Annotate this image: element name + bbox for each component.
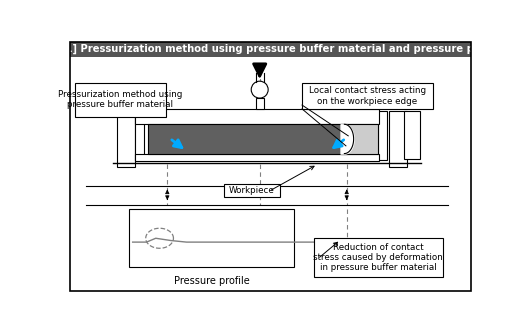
- Text: Pressurization method using
pressure buffer material: Pressurization method using pressure buf…: [58, 90, 182, 109]
- Text: Reduction of contact
stress caused by deformation
in pressure buffer material: Reduction of contact stress caused by de…: [314, 243, 443, 272]
- Bar: [377, 111, 387, 160]
- Bar: [389, 111, 407, 167]
- Bar: [314, 238, 443, 277]
- Text: Pressure profile: Pressure profile: [174, 276, 250, 285]
- Bar: [135, 111, 144, 160]
- Bar: [256, 98, 264, 109]
- Bar: [75, 83, 166, 116]
- Bar: [223, 184, 280, 197]
- Bar: [129, 209, 295, 267]
- Text: Local contact stress acting
on the workpiece edge: Local contact stress acting on the workp…: [309, 86, 426, 106]
- Bar: [148, 124, 347, 153]
- Circle shape: [251, 81, 268, 98]
- Bar: [135, 109, 379, 124]
- Text: Workpiece: Workpiece: [229, 186, 275, 195]
- Bar: [340, 124, 377, 153]
- Bar: [135, 153, 379, 161]
- Text: [Fig. 1] Pressurization method using pressure buffer material and pressure profi: [Fig. 1] Pressurization method using pre…: [36, 44, 504, 54]
- Bar: [404, 111, 420, 159]
- Bar: [117, 111, 135, 167]
- Bar: [70, 42, 471, 56]
- Bar: [302, 83, 433, 109]
